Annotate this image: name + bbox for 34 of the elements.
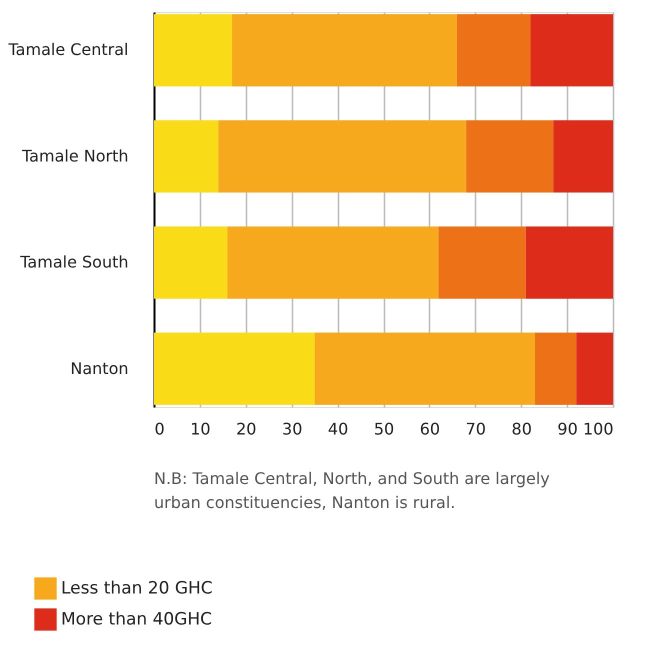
bar — [456, 14, 530, 86]
x-tick-label: 80 — [512, 420, 532, 438]
y-tick-label: Tamale North — [21, 146, 128, 166]
x-tick-label: 40 — [328, 420, 348, 438]
x-tick-label: 70 — [466, 420, 486, 438]
bar — [530, 14, 613, 86]
bar — [553, 120, 613, 193]
x-tick-label: 10 — [190, 420, 211, 438]
bar — [438, 226, 526, 299]
bar — [534, 332, 576, 405]
x-tick-label: 30 — [282, 420, 302, 438]
x-tick-label: 20 — [236, 420, 256, 438]
text: N.B: Tamale Central, North, and South are largely urban constituencies, Nanton is rural. — [154, 469, 550, 512]
bar — [576, 332, 613, 405]
bar — [232, 14, 457, 86]
x-tick-label: 60 — [420, 420, 440, 438]
bar — [227, 226, 439, 299]
bar — [154, 120, 218, 193]
x-tick-label: 100 — [582, 420, 614, 438]
bar — [154, 226, 228, 299]
y-tick-label: Tamale South — [19, 252, 128, 272]
bar — [154, 332, 315, 405]
x-tick-label: 0 — [154, 420, 165, 438]
bar — [154, 14, 232, 86]
legend-label: Less than 20 GHC — [61, 578, 213, 598]
bar — [314, 332, 535, 405]
x-tick-label: 90 — [557, 420, 578, 438]
bar — [466, 120, 554, 193]
y-tick-label: Nanton — [70, 358, 128, 378]
bar — [218, 120, 466, 193]
bar — [526, 226, 613, 299]
y-tick-label: Tamale Central — [8, 40, 128, 60]
legend-label: More than 40GHC — [61, 610, 212, 630]
x-tick-label: 50 — [374, 420, 394, 438]
